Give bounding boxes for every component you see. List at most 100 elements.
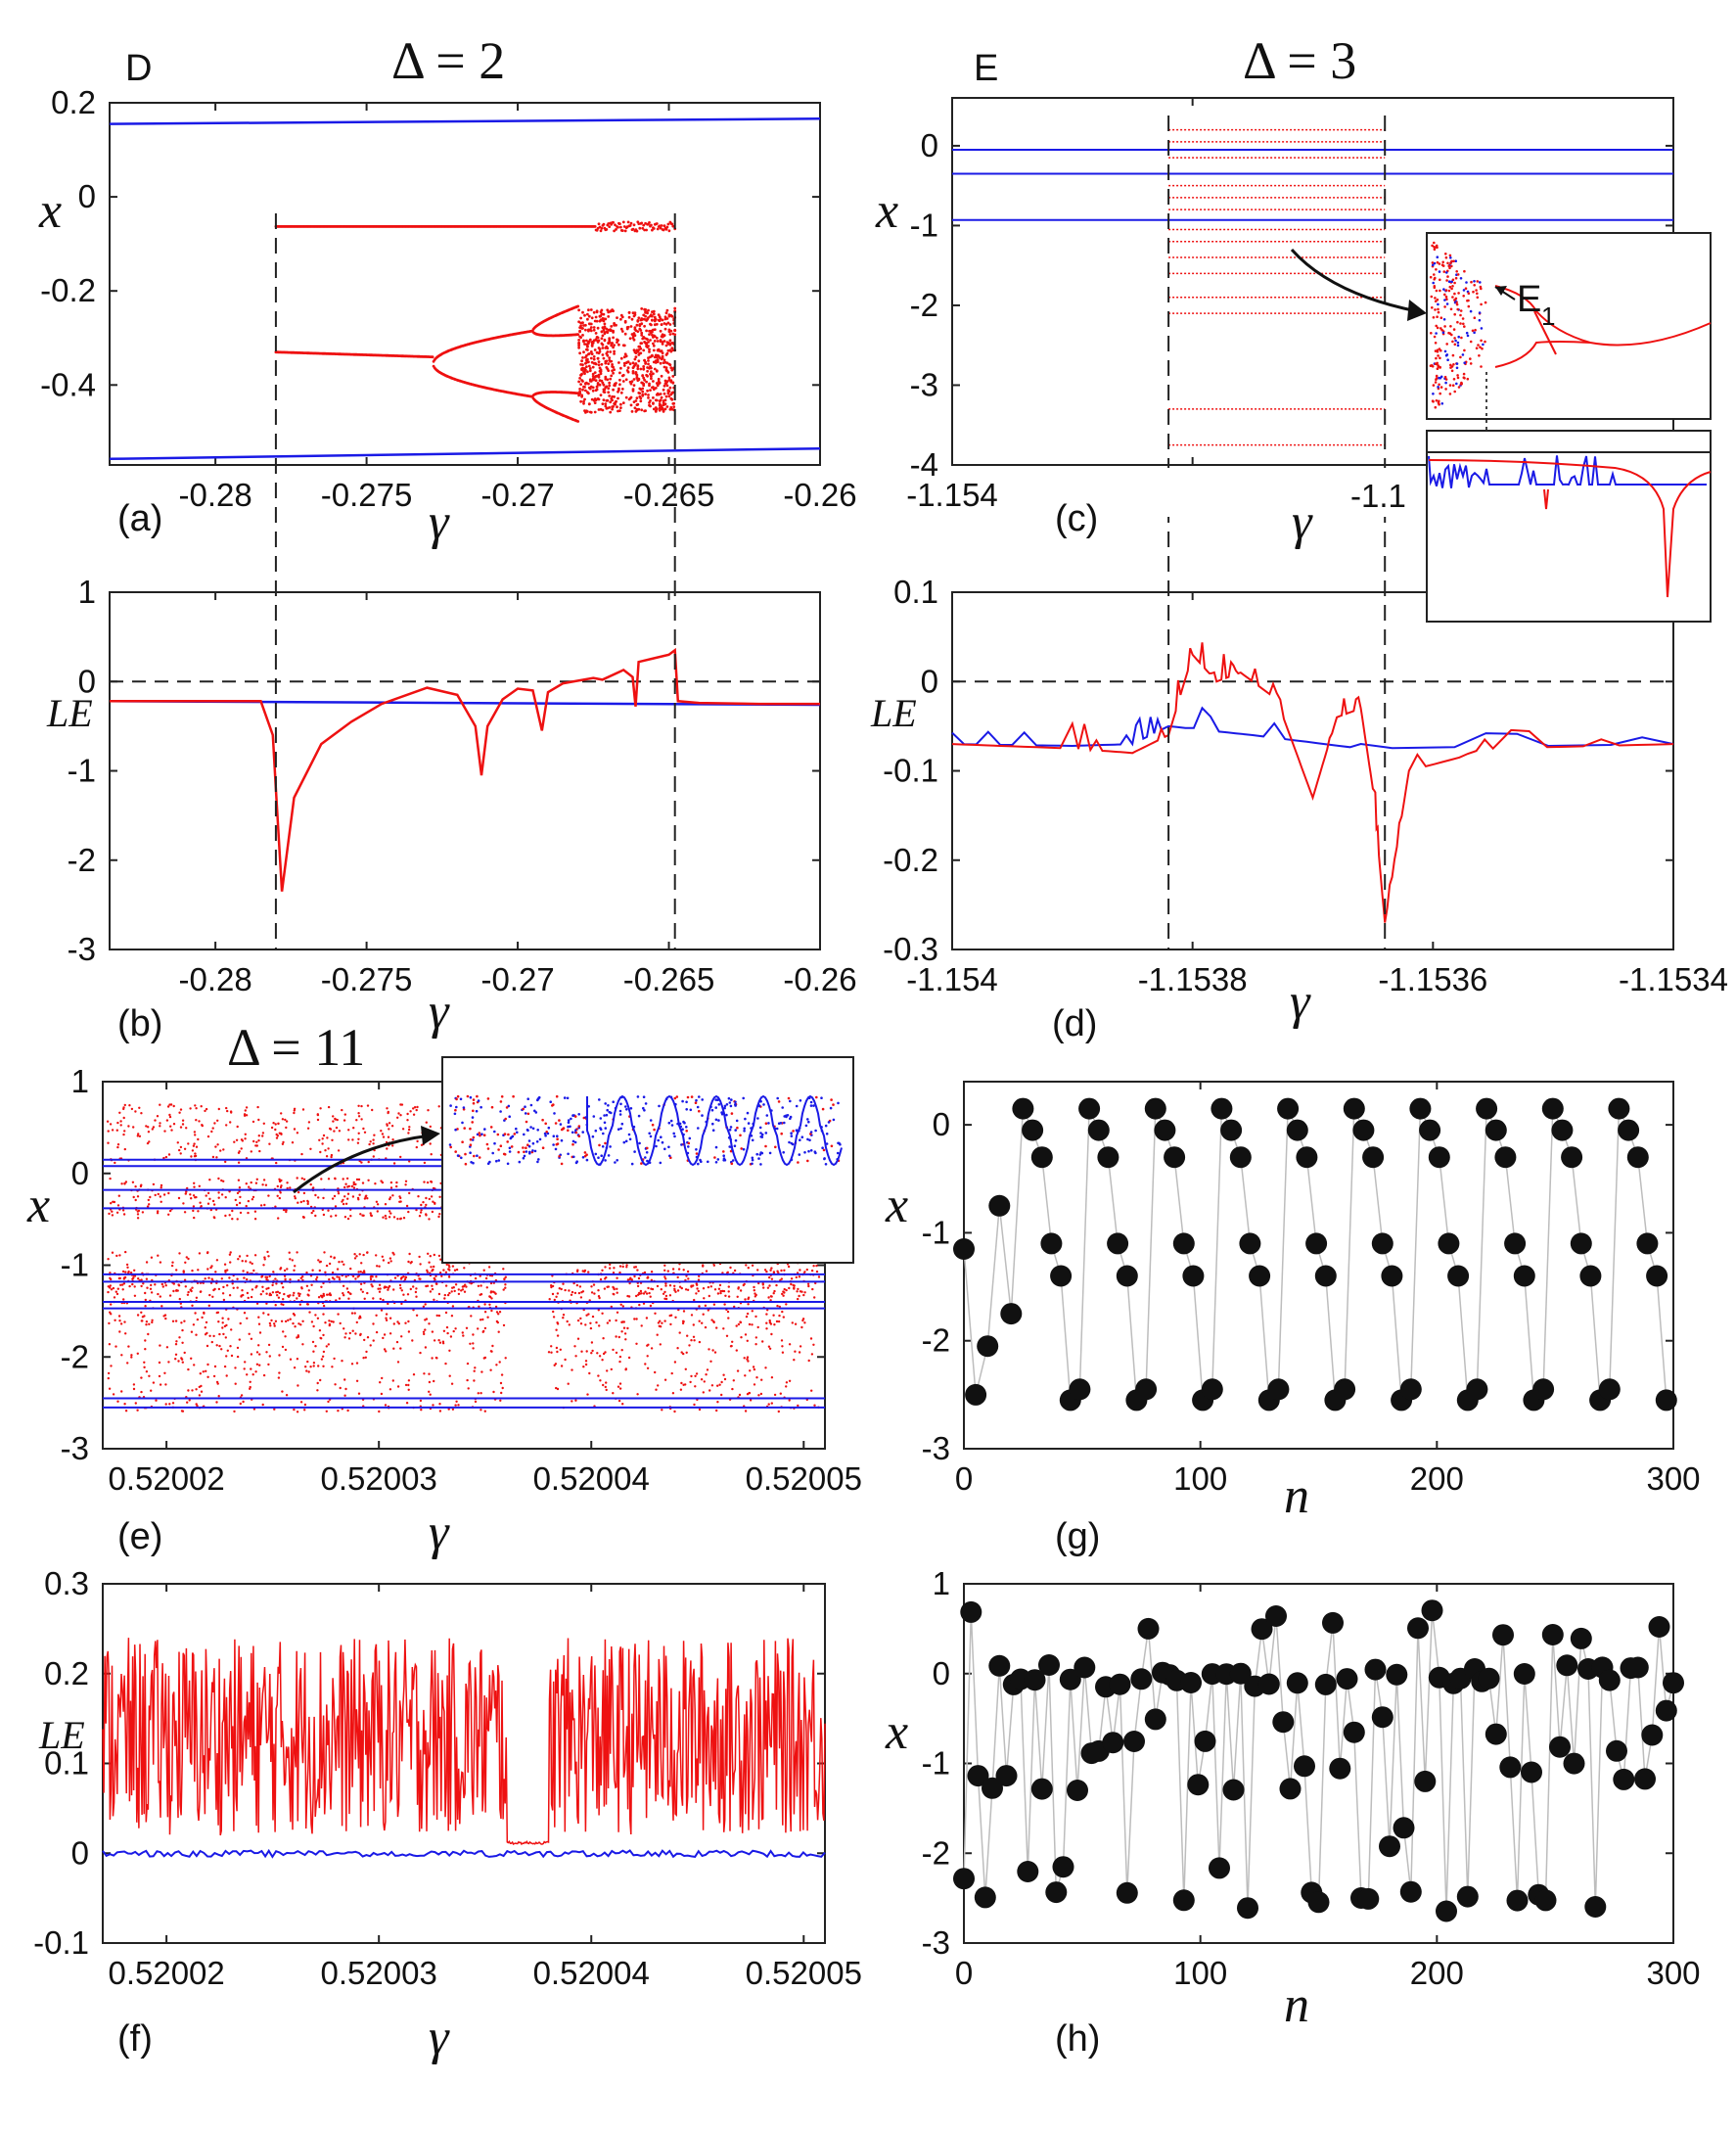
- attractor-point-e: [284, 1348, 288, 1352]
- attractor-point-a: [622, 344, 626, 347]
- attractor-point-e: [233, 1140, 236, 1143]
- attractor-point-e: [638, 1291, 641, 1295]
- attractor-point-e: [441, 1340, 445, 1343]
- y-tick-label-d: 0.1: [893, 574, 938, 610]
- attractor-point-a: [670, 222, 674, 226]
- attractor-point-e: [745, 1315, 749, 1319]
- attractor-point-e: [352, 1127, 355, 1130]
- attractor-point-a: [619, 356, 623, 360]
- attractor-point-a: [597, 373, 601, 377]
- attractor-point-e: [156, 1115, 160, 1118]
- attractor-point-e: [555, 1346, 559, 1350]
- attractor-point-a: [592, 357, 596, 361]
- attractor-point-e: [159, 1261, 162, 1264]
- attractor-point-a: [607, 391, 611, 394]
- attractor-point-e: [307, 1289, 310, 1292]
- attractor-point-a: [630, 410, 634, 413]
- attractor-point-e: [150, 1291, 154, 1294]
- attractor-point-e: [367, 1160, 370, 1164]
- attractor-point-a: [618, 378, 621, 382]
- attractor-point-e: [361, 1214, 364, 1217]
- attractor-point-e: [612, 1272, 616, 1274]
- attractor-point-a: [610, 325, 614, 328]
- attractor-point-e: [176, 1141, 179, 1144]
- attractor-point-e: [387, 1286, 390, 1289]
- attractor-point-e: [216, 1143, 219, 1146]
- attractor-point-a: [673, 328, 677, 332]
- attractor-point-e: [794, 1322, 798, 1325]
- attractor-point-a: [577, 342, 580, 346]
- attractor-point-e: [136, 1217, 140, 1220]
- attractor-point-e: [604, 1277, 607, 1280]
- attractor-point-e: [548, 1298, 551, 1301]
- attractor-point-e: [381, 1255, 384, 1259]
- attractor-point-e: [400, 1335, 403, 1338]
- attractor-point-e: [437, 1105, 440, 1108]
- attractor-point-e: [347, 1184, 350, 1188]
- y-tick-label-a: -0.2: [40, 272, 96, 308]
- attractor-point-a: [598, 383, 602, 387]
- attractor-point-e: [782, 1294, 785, 1297]
- y-tick-label-e: 1: [71, 1063, 89, 1099]
- attractor-point-e: [150, 1256, 154, 1259]
- attractor-point-e: [215, 1259, 219, 1262]
- attractor-point-e: [331, 1366, 334, 1368]
- attractor-point-e: [660, 1288, 662, 1291]
- attractor-point-a: [615, 382, 617, 385]
- attractor-point-e: [116, 1400, 119, 1403]
- attractor-point-e: [700, 1378, 704, 1381]
- attractor-point-e: [444, 1271, 448, 1274]
- attractor-point-e: [446, 1331, 449, 1335]
- y-tick-label-b: -2: [68, 842, 96, 878]
- attractor-point-e: [289, 1186, 292, 1189]
- attractor-point-e: [278, 1291, 281, 1295]
- attractor-point-e: [712, 1320, 715, 1324]
- attractor-point-e: [428, 1218, 431, 1221]
- attractor-point-e: [685, 1351, 688, 1355]
- attractor-point-e: [397, 1322, 400, 1325]
- attractor-point-e: [114, 1319, 116, 1322]
- attractor-point-e: [208, 1179, 211, 1181]
- attractor-point-e: [266, 1250, 269, 1254]
- attractor-point-e: [118, 1111, 121, 1115]
- attractor-point-e: [145, 1323, 148, 1326]
- attractor-point-e: [570, 1293, 573, 1297]
- attractor-point-e: [217, 1177, 220, 1181]
- y-tick-label-b: -1: [68, 753, 96, 789]
- attractor-point-e: [629, 1276, 632, 1279]
- attractor-point-e: [220, 1277, 223, 1280]
- attractor-point-e: [353, 1312, 356, 1315]
- attractor-point-e: [228, 1276, 231, 1279]
- attractor-point-e: [148, 1322, 151, 1326]
- attractor-point-a: [650, 223, 653, 227]
- attractor-point-e: [702, 1391, 705, 1394]
- attractor-point-e: [360, 1104, 363, 1108]
- attractor-point-e: [184, 1261, 187, 1265]
- attractor-point-e: [437, 1314, 441, 1318]
- attractor-point-a: [650, 370, 653, 374]
- attractor-point-e: [375, 1254, 378, 1257]
- attractor-point-e: [119, 1322, 123, 1325]
- attractor-point-e: [455, 1400, 458, 1404]
- attractor-point-a: [665, 308, 669, 312]
- attractor-point-a: [658, 381, 662, 385]
- attractor-point-e: [763, 1269, 767, 1272]
- attractor-point-e: [168, 1294, 172, 1297]
- attractor-point-e: [780, 1277, 783, 1280]
- attractor-point-e: [195, 1145, 199, 1148]
- attractor-point-e: [180, 1321, 183, 1324]
- attractor-point-e: [123, 1130, 126, 1133]
- attractor-point-e: [781, 1345, 784, 1348]
- attractor-point-e: [615, 1351, 618, 1355]
- attractor-point-e: [793, 1286, 796, 1289]
- attractor-point-e: [294, 1197, 297, 1200]
- attractor-point-a: [657, 313, 661, 316]
- attractor-point-e: [419, 1399, 423, 1403]
- attractor-point-e: [246, 1277, 249, 1281]
- attractor-point-a: [652, 402, 655, 405]
- attractor-point-e: [754, 1343, 757, 1346]
- attractor-point-e: [674, 1316, 677, 1320]
- attractor-point-e: [696, 1283, 699, 1287]
- attractor-point-e: [395, 1184, 398, 1188]
- attractor-point-e: [450, 1315, 454, 1318]
